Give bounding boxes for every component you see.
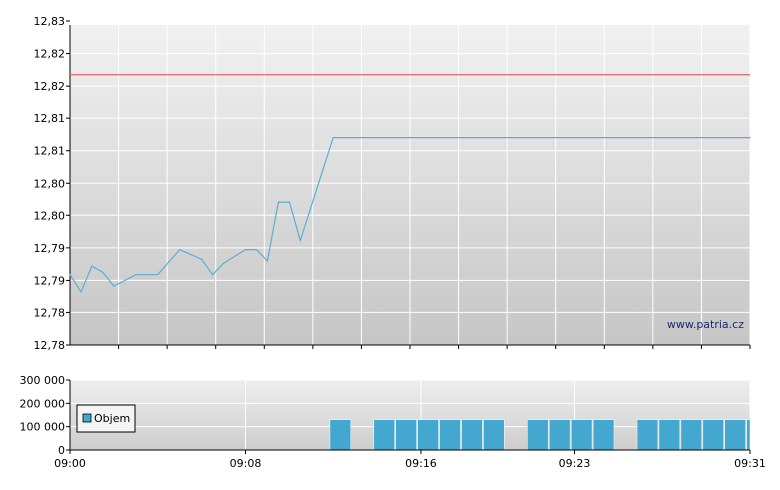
price-data-point: [277, 201, 279, 203]
volume-bar: [570, 419, 593, 451]
price-y-tick-label: 12,78: [34, 306, 66, 319]
price-grid: [70, 20, 751, 346]
volume-bar: [373, 419, 395, 451]
price-data-point: [91, 265, 93, 267]
volume-y-tick-label: 0: [58, 444, 65, 457]
volume-bar: [746, 419, 751, 451]
price-data-point: [222, 262, 225, 264]
volume-x-tick-label: 09:31: [734, 457, 766, 470]
price-points: [69, 136, 751, 293]
price-data-point: [244, 248, 247, 251]
volume-y-tick-label: 200 000: [20, 397, 66, 410]
price-data-point: [211, 274, 214, 276]
price-data-point: [288, 201, 290, 203]
price-x-ticks: [118, 345, 751, 349]
volume-x-ticks: 09:00 09:08 09:16 09:23 09:31: [54, 450, 766, 470]
legend: Objem: [76, 404, 136, 433]
price-data-point: [69, 274, 71, 276]
volume-x-tick-label: 09:23: [559, 457, 591, 470]
volume-bar: [417, 419, 439, 451]
price-data-point: [266, 260, 269, 262]
volume-bar: [483, 419, 505, 451]
volume-y-ticks: 0 100 000 200 000 300 000: [20, 374, 70, 457]
volume-bar: [658, 419, 681, 451]
volume-bar: [461, 419, 483, 451]
price-y-tick-label: 12,79: [34, 274, 66, 287]
volume-bar: [702, 419, 724, 451]
volume-bar: [636, 419, 659, 451]
price-data-point: [299, 239, 301, 242]
legend-label: Objem: [94, 412, 130, 425]
price-data-point: [255, 248, 258, 251]
volume-x-tick-label: 09:16: [405, 457, 437, 470]
price-data-point: [201, 258, 203, 260]
price-panel: 12,78 12,78 12,79 12,79 12,80 12,80 12,81 12,81…: [34, 15, 751, 352]
volume-bar: [395, 419, 417, 451]
volume-x-tick-label: 09:08: [230, 457, 262, 470]
volume-bar: [680, 419, 702, 451]
price-y-tick-label: 12,83: [34, 15, 66, 28]
volume-bar: [439, 419, 461, 451]
volume-bar: [329, 419, 352, 451]
price-data-point: [332, 136, 334, 139]
price-data-point: [135, 274, 137, 276]
legend-swatch: [82, 413, 92, 423]
volume-bar: [527, 419, 549, 451]
price-y-tick-label: 12,80: [34, 177, 66, 190]
volume-x-tick-label: 09:00: [54, 457, 86, 470]
price-y-tick-label: 12,82: [34, 80, 66, 93]
price-data-point: [179, 248, 181, 251]
volume-bar: [592, 419, 615, 451]
price-y-ticks: 12,78 12,78 12,79 12,79 12,80 12,80 12,81 12,81…: [34, 15, 70, 352]
price-data-point: [113, 285, 115, 287]
price-data-point: [80, 291, 82, 293]
price-y-tick-label: 12,81: [34, 112, 66, 125]
volume-bar: [549, 419, 571, 451]
volume-y-tick-label: 300 000: [20, 374, 66, 387]
price-data-point: [157, 274, 159, 276]
volume-bars: [329, 419, 751, 451]
price-data-point: [749, 136, 751, 139]
price-y-tick-label: 12,78: [34, 339, 66, 352]
volume-bar: [724, 419, 746, 451]
price-y-tick-label: 12,79: [34, 242, 66, 255]
price-data-point: [102, 271, 104, 274]
watermark: www.patria.cz: [667, 318, 744, 331]
price-y-tick-label: 12,82: [34, 48, 66, 61]
price-y-tick-label: 12,80: [34, 209, 66, 222]
price-y-tick-label: 12,81: [34, 145, 66, 158]
volume-y-tick-label: 100 000: [20, 421, 66, 434]
